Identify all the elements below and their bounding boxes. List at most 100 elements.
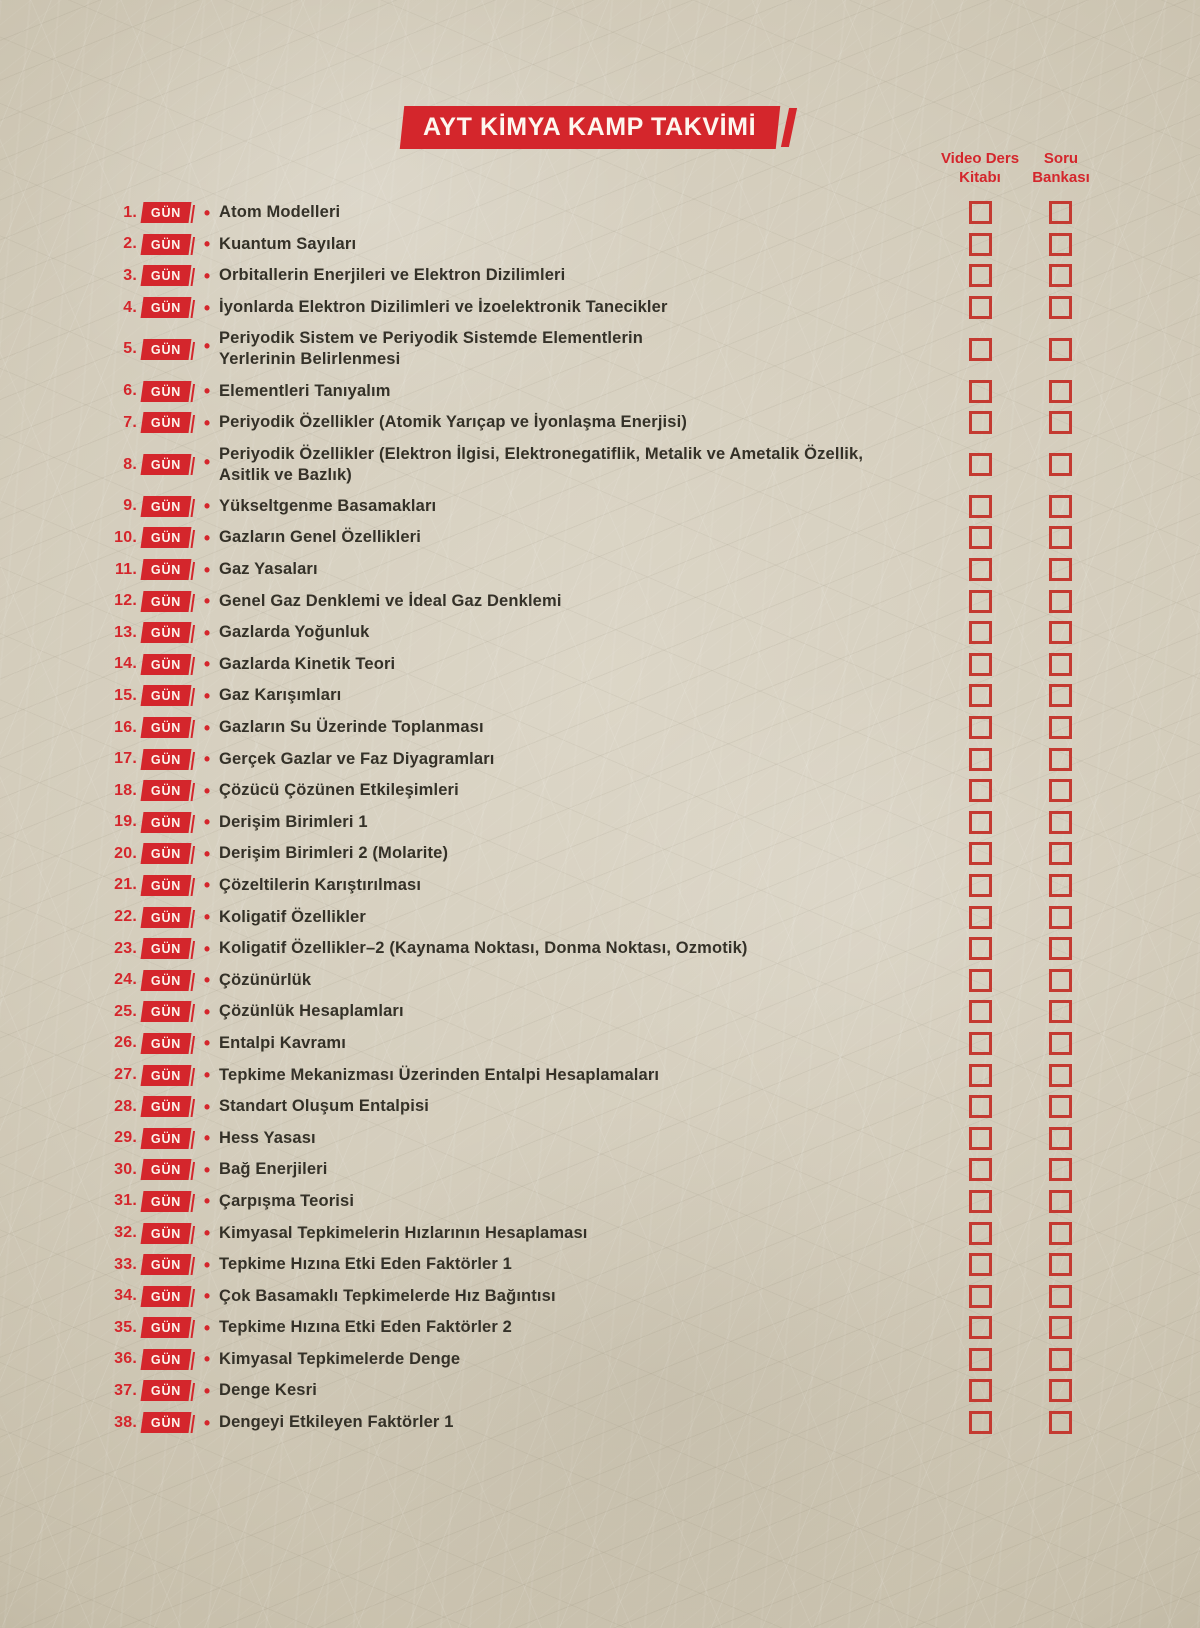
video-ders-kitabi-checkbox[interactable]	[968, 379, 992, 403]
soru-bankasi-checkbox[interactable]	[1048, 779, 1072, 803]
soru-bankasi-checkbox[interactable]	[1048, 526, 1072, 550]
soru-bankasi-checkbox[interactable]	[1048, 747, 1072, 771]
video-ders-kitabi-checkbox[interactable]	[968, 873, 992, 897]
soru-bankasi-cell	[1020, 873, 1100, 897]
schedule-row: 12. GÜN • Genel Gaz Denklemi ve İdeal Ga…	[104, 585, 1100, 617]
video-ders-kitabi-checkbox[interactable]	[968, 1095, 992, 1119]
video-ders-kitabi-checkbox[interactable]	[968, 232, 992, 256]
video-ders-kitabi-checkbox[interactable]	[968, 264, 992, 288]
video-ders-kitabi-checkbox[interactable]	[968, 1031, 992, 1055]
bullet-icon: •	[203, 527, 211, 548]
video-ders-kitabi-checkbox[interactable]	[968, 1316, 992, 1340]
day-badge-label: GÜN	[150, 1099, 182, 1114]
day-badge: GÜN	[140, 938, 192, 960]
soru-bankasi-checkbox[interactable]	[1048, 716, 1072, 740]
video-ders-kitabi-checkbox[interactable]	[968, 684, 992, 708]
soru-bankasi-checkbox[interactable]	[1048, 494, 1072, 518]
video-ders-kitabi-checkbox[interactable]	[968, 621, 992, 645]
video-ders-kitabi-checkbox[interactable]	[968, 1126, 992, 1150]
soru-bankasi-checkbox[interactable]	[1048, 621, 1072, 645]
soru-bankasi-cell	[1020, 1316, 1100, 1340]
soru-bankasi-checkbox[interactable]	[1048, 652, 1072, 676]
video-ders-kitabi-checkbox[interactable]	[968, 337, 992, 361]
schedule-row: 34. GÜN • Çok Basamaklı Tepkimelerde Hız…	[104, 1280, 1100, 1312]
soru-bankasi-checkbox[interactable]	[1048, 1221, 1072, 1245]
video-ders-kitabi-cell	[940, 842, 1020, 866]
soru-bankasi-cell	[1020, 1158, 1100, 1182]
day-number: 21.	[114, 876, 137, 894]
video-ders-kitabi-checkbox[interactable]	[968, 526, 992, 550]
video-ders-kitabi-checkbox[interactable]	[968, 1411, 992, 1435]
bullet-icon: •	[203, 1001, 211, 1022]
video-ders-kitabi-checkbox[interactable]	[968, 905, 992, 929]
soru-bankasi-checkbox[interactable]	[1048, 337, 1072, 361]
soru-bankasi-checkbox[interactable]	[1048, 1411, 1072, 1435]
soru-bankasi-checkbox[interactable]	[1048, 411, 1072, 435]
day-badge: GÜN	[140, 1127, 192, 1149]
video-ders-kitabi-checkbox[interactable]	[968, 411, 992, 435]
topic-label: Çözücü Çözünen Etkileşimleri	[219, 781, 459, 800]
day-badge: GÜN	[140, 297, 192, 319]
video-ders-kitabi-checkbox[interactable]	[968, 652, 992, 676]
video-ders-kitabi-cell	[940, 526, 1020, 550]
video-ders-kitabi-checkbox[interactable]	[968, 1347, 992, 1371]
soru-bankasi-checkbox[interactable]	[1048, 379, 1072, 403]
video-ders-kitabi-checkbox[interactable]	[968, 1158, 992, 1182]
soru-bankasi-checkbox[interactable]	[1048, 1158, 1072, 1182]
soru-bankasi-checkbox[interactable]	[1048, 873, 1072, 897]
video-ders-kitabi-checkbox[interactable]	[968, 968, 992, 992]
video-ders-kitabi-checkbox[interactable]	[968, 1189, 992, 1213]
video-ders-kitabi-checkbox[interactable]	[968, 1379, 992, 1403]
day-badge: GÜN	[140, 1380, 192, 1402]
video-ders-kitabi-checkbox[interactable]	[968, 1063, 992, 1087]
soru-bankasi-checkbox[interactable]	[1048, 684, 1072, 708]
soru-bankasi-checkbox[interactable]	[1048, 1189, 1072, 1213]
soru-bankasi-checkbox[interactable]	[1048, 453, 1072, 477]
bullet-icon: •	[203, 907, 211, 928]
video-ders-kitabi-checkbox[interactable]	[968, 453, 992, 477]
video-ders-kitabi-checkbox[interactable]	[968, 558, 992, 582]
soru-bankasi-checkbox[interactable]	[1048, 1063, 1072, 1087]
video-ders-kitabi-checkbox[interactable]	[968, 1221, 992, 1245]
day-number: 33.	[114, 1255, 137, 1273]
soru-bankasi-checkbox[interactable]	[1048, 264, 1072, 288]
soru-bankasi-checkbox[interactable]	[1048, 1126, 1072, 1150]
soru-bankasi-checkbox[interactable]	[1048, 589, 1072, 613]
soru-bankasi-checkbox[interactable]	[1048, 905, 1072, 929]
schedule-row: 21. GÜN • Çözeltilerin Karıştırılması	[104, 870, 1100, 902]
video-ders-kitabi-checkbox[interactable]	[968, 779, 992, 803]
soru-bankasi-checkbox[interactable]	[1048, 1316, 1072, 1340]
video-ders-kitabi-checkbox[interactable]	[968, 810, 992, 834]
video-ders-kitabi-checkbox[interactable]	[968, 1284, 992, 1308]
video-ders-kitabi-checkbox[interactable]	[968, 716, 992, 740]
soru-bankasi-checkbox[interactable]	[1048, 968, 1072, 992]
soru-bankasi-checkbox[interactable]	[1048, 1253, 1072, 1277]
soru-bankasi-checkbox[interactable]	[1048, 810, 1072, 834]
day-number: 14.	[114, 655, 137, 673]
soru-bankasi-checkbox[interactable]	[1048, 1095, 1072, 1119]
soru-bankasi-checkbox[interactable]	[1048, 842, 1072, 866]
video-ders-kitabi-checkbox[interactable]	[968, 296, 992, 320]
soru-bankasi-checkbox[interactable]	[1048, 1379, 1072, 1403]
soru-bankasi-checkbox[interactable]	[1048, 1347, 1072, 1371]
soru-bankasi-checkbox[interactable]	[1048, 937, 1072, 961]
soru-bankasi-checkbox[interactable]	[1048, 1031, 1072, 1055]
video-ders-kitabi-checkbox[interactable]	[968, 201, 992, 225]
soru-bankasi-checkbox[interactable]	[1048, 296, 1072, 320]
soru-bankasi-checkbox[interactable]	[1048, 1000, 1072, 1024]
day-number: 20.	[114, 844, 137, 862]
soru-bankasi-checkbox[interactable]	[1048, 232, 1072, 256]
video-ders-kitabi-cell	[940, 905, 1020, 929]
video-ders-kitabi-checkbox[interactable]	[968, 937, 992, 961]
video-ders-kitabi-checkbox[interactable]	[968, 842, 992, 866]
soru-bankasi-checkbox[interactable]	[1048, 201, 1072, 225]
video-ders-kitabi-checkbox[interactable]	[968, 589, 992, 613]
video-ders-kitabi-checkbox[interactable]	[968, 1253, 992, 1277]
soru-bankasi-checkbox[interactable]	[1048, 558, 1072, 582]
video-ders-kitabi-checkbox[interactable]	[968, 494, 992, 518]
video-ders-kitabi-checkbox[interactable]	[968, 1000, 992, 1024]
day-badge: GÜN	[140, 202, 192, 224]
video-ders-kitabi-checkbox[interactable]	[968, 747, 992, 771]
soru-bankasi-checkbox[interactable]	[1048, 1284, 1072, 1308]
day-badge-label: GÜN	[150, 205, 182, 220]
